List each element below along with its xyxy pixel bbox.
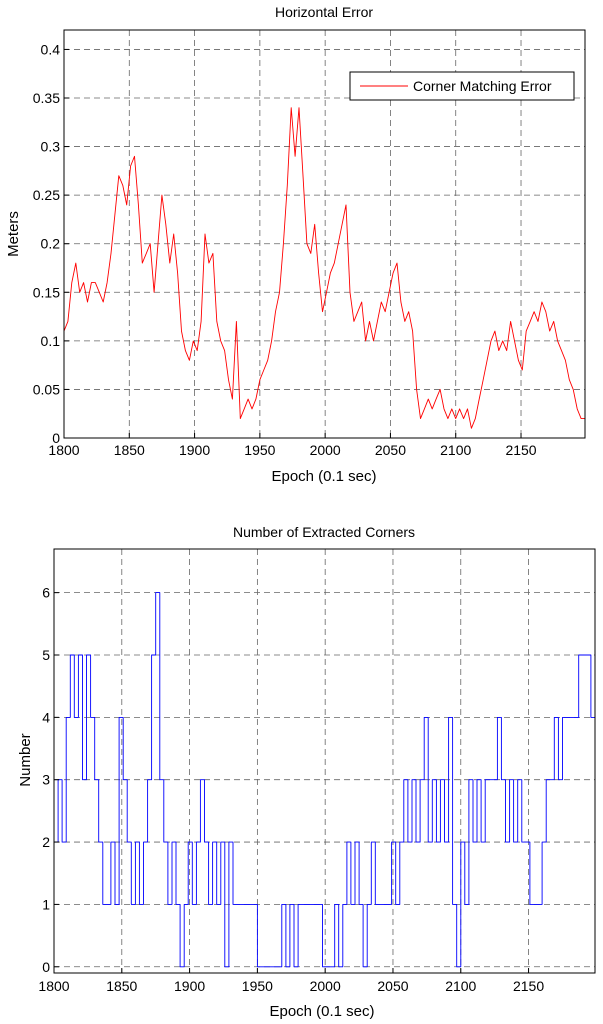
y-tick-label: 5 xyxy=(42,647,50,663)
series-line xyxy=(63,107,585,429)
y-tick-label: 0 xyxy=(52,430,60,446)
y-tick-label: 0.2 xyxy=(41,236,61,252)
chart-title: Number of Extracted Corners xyxy=(233,524,415,540)
series xyxy=(63,107,585,429)
x-tick-label: 1800 xyxy=(38,978,69,994)
x-tick-label: 2050 xyxy=(377,978,408,994)
legend-label: Corner Matching Error xyxy=(413,78,552,94)
x-tick-label: 1850 xyxy=(106,978,137,994)
y-tick-label: 2 xyxy=(42,834,50,850)
x-tick-label: 2100 xyxy=(445,978,476,994)
axes-frame xyxy=(53,548,596,974)
y-tick-label: 6 xyxy=(42,585,50,601)
chart-title: Horizontal Error xyxy=(275,4,373,20)
legend: Corner Matching Error xyxy=(349,71,575,101)
y-tick-label: 0.3 xyxy=(41,139,61,155)
x-tick-label: 2000 xyxy=(310,978,341,994)
x-axis-label: Epoch (0.1 sec) xyxy=(271,468,376,485)
y-tick-label: 0.1 xyxy=(41,333,61,349)
series xyxy=(53,592,595,968)
x-ticks: 1800 1850 1900 1950 2000 2050 2100 2150 xyxy=(48,433,537,458)
x-tick-label: 1950 xyxy=(242,978,273,994)
x-tick-label: 1900 xyxy=(179,442,210,458)
series-line xyxy=(53,592,595,968)
y-tick-label: 1 xyxy=(42,896,50,912)
x-tick-label: 2000 xyxy=(310,442,341,458)
x-axis-label: Epoch (0.1 sec) xyxy=(269,1003,374,1020)
x-tick-label: 1800 xyxy=(48,442,79,458)
y-tick-label: 0.05 xyxy=(33,381,60,397)
y-axis-label: Meters xyxy=(5,211,22,257)
y-tick-label: 3 xyxy=(42,772,50,788)
y-tick-label: 0.4 xyxy=(41,41,61,57)
y-axis-label: Number xyxy=(17,733,34,786)
horizontal-error-chart: Horizontal Error 1800 1850 1900 1950 2000 205… xyxy=(5,4,586,485)
x-tick-label: 2100 xyxy=(440,442,471,458)
plot-area xyxy=(54,549,595,973)
y-tick-label: 0 xyxy=(42,959,50,975)
extracted-corners-chart: Number of Extracted Corners 1800 1850 1900… xyxy=(17,524,596,1020)
y-tick-label: 0.15 xyxy=(33,284,60,300)
y-ticks: 0 1 2 3 4 5 6 xyxy=(42,585,59,975)
x-tick-label: 1950 xyxy=(244,442,275,458)
x-tick-label: 2150 xyxy=(513,978,544,994)
x-tick-label: 2050 xyxy=(375,442,406,458)
y-tick-label: 0.25 xyxy=(33,187,60,203)
x-ticks: 1800 1850 1900 1950 2000 2050 2100 2150 xyxy=(38,968,544,994)
x-tick-label: 1850 xyxy=(114,442,145,458)
axes-frame xyxy=(63,29,586,439)
x-tick-label: 1900 xyxy=(174,978,205,994)
y-ticks: 0 0.05 0.1 0.15 0.2 0.25 0.3 0.35 0.4 xyxy=(33,41,69,446)
y-tick-label: 0.35 xyxy=(33,90,60,106)
y-tick-label: 4 xyxy=(42,709,50,725)
x-tick-label: 2150 xyxy=(505,442,536,458)
